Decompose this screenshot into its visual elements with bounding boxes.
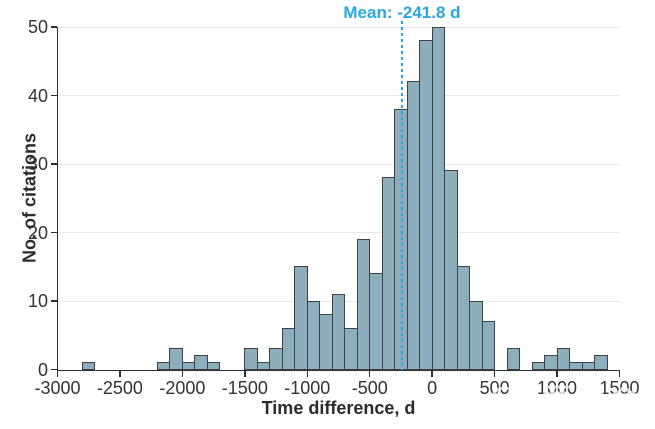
histogram-bar	[419, 40, 433, 370]
chart-title-mean: Mean: -241.8 d	[343, 3, 461, 22]
histogram-bar	[431, 26, 446, 370]
x-tick-label: 500	[479, 377, 510, 398]
x-tick-label: 1000	[537, 377, 578, 398]
histogram-bar	[206, 362, 221, 370]
histogram-bar	[594, 355, 608, 370]
histogram-bar	[81, 362, 96, 370]
x-tick	[556, 370, 558, 377]
medieco-logo-icon	[491, 386, 532, 427]
histogram-bar	[406, 81, 421, 370]
x-tick	[181, 370, 184, 377]
mean-line	[400, 21, 403, 370]
histogram-bar	[319, 314, 333, 370]
histogram-bar	[469, 300, 483, 370]
gridline	[57, 163, 620, 165]
y-tick	[50, 94, 57, 97]
y-axis-title: No. of citations	[19, 133, 40, 264]
histogram-bar	[306, 300, 321, 370]
watermark: 医咖会 MEDIECO GROUP	[491, 386, 651, 427]
gridline	[57, 26, 620, 28]
x-tick-label: 0	[427, 377, 438, 398]
y-tick	[50, 231, 57, 234]
x-tick	[618, 370, 621, 377]
y-tick-label: 40	[27, 85, 48, 106]
histogram-bar	[169, 348, 183, 370]
histogram-bar	[444, 170, 458, 370]
gridline	[57, 95, 620, 96]
y-tick-label: 20	[27, 222, 48, 243]
x-tick	[493, 370, 496, 377]
x-axis-line	[56, 369, 621, 372]
histogram-bar	[381, 177, 396, 370]
y-axis-line	[56, 27, 59, 371]
x-tick	[368, 370, 371, 377]
y-tick-label: 30	[27, 154, 48, 174]
y-tick	[50, 368, 57, 371]
x-tick-label: -1000	[284, 377, 331, 398]
x-tick	[56, 370, 59, 377]
y-tick-label: 0	[37, 359, 48, 380]
histogram-bar	[369, 273, 383, 370]
histogram-bar	[294, 266, 308, 370]
histogram-bar	[356, 238, 371, 370]
y-tick	[50, 300, 57, 302]
x-tick	[244, 370, 246, 377]
watermark-text: 医咖会 MEDIECO GROUP	[541, 386, 651, 427]
x-tick-label: -2500	[96, 377, 143, 398]
histogram-bar	[331, 293, 346, 370]
histogram-bar	[556, 348, 571, 370]
histogram-bar	[506, 348, 521, 370]
x-tick-label: -1500	[221, 377, 268, 398]
histogram-bar	[269, 348, 283, 370]
x-tick-label: -2000	[159, 377, 206, 398]
y-tick	[50, 163, 57, 165]
x-tick	[431, 370, 433, 377]
x-tick-label: -500	[351, 377, 388, 398]
histogram-bar	[281, 327, 296, 370]
histogram-bar	[194, 355, 208, 370]
histogram-bar	[544, 355, 558, 370]
y-tick	[50, 26, 57, 28]
x-tick-label: -3000	[34, 377, 81, 398]
x-tick-label: 1500	[599, 377, 640, 398]
histogram-bar	[344, 327, 358, 370]
watermark-en-label: MEDIECO GROUP	[540, 417, 651, 427]
x-tick	[119, 370, 121, 377]
x-axis-title: Time difference, d	[261, 398, 416, 418]
histogram-bar	[244, 348, 258, 370]
histogram-bar	[456, 266, 471, 370]
histogram-bar	[481, 321, 496, 370]
y-tick-label: 10	[27, 291, 48, 311]
x-tick	[306, 370, 309, 377]
watermark-cn-label: 医咖会	[540, 384, 643, 417]
y-tick-label: 50	[27, 17, 48, 37]
gridline	[57, 232, 620, 233]
